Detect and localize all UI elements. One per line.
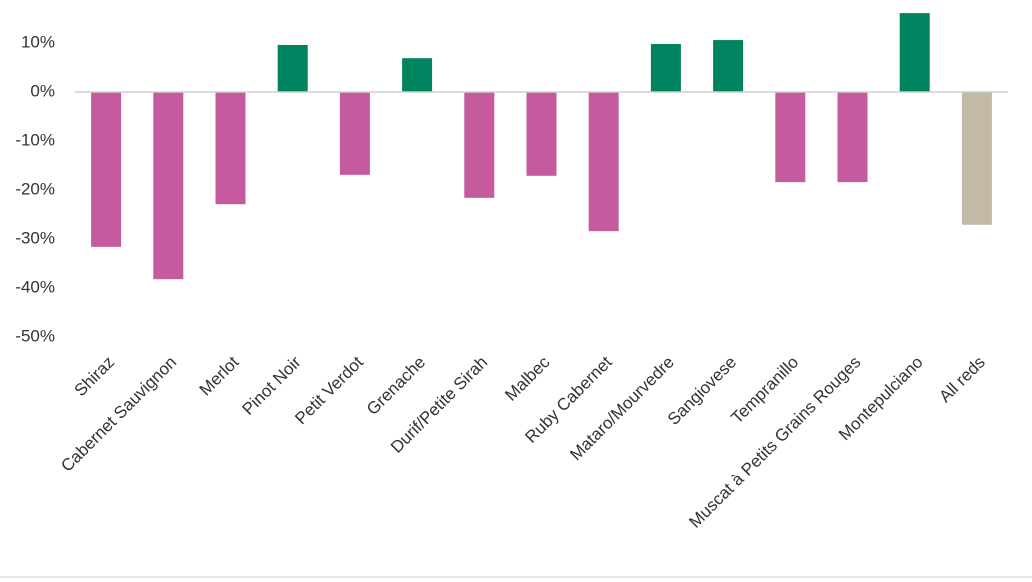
bar: [153, 92, 184, 280]
x-tick-label: Cabernet Sauvignon: [57, 353, 180, 476]
x-tick-label: Mataro/Mourvedre: [566, 353, 678, 465]
x-tick-label: Grenache: [363, 353, 429, 419]
bar: [899, 13, 930, 92]
bar: [402, 58, 433, 92]
y-tick-label: -10%: [15, 130, 55, 149]
bar: [464, 92, 495, 198]
y-tick-label: -50%: [15, 326, 55, 345]
bar: [713, 40, 744, 92]
x-tick-label: Malbec: [501, 352, 554, 405]
x-tick-label: Petit Verdot: [291, 352, 367, 428]
y-tick-label: 20%: [21, 0, 55, 2]
bar: [650, 43, 681, 92]
y-tick-label: 0%: [30, 81, 55, 100]
bar: [775, 92, 806, 183]
y-tick-label: -40%: [15, 277, 55, 296]
bar: [215, 92, 246, 205]
x-tick-label: Merlot: [196, 352, 243, 399]
x-tick-label: Shiraz: [71, 353, 119, 401]
y-tick-label: -30%: [15, 228, 55, 247]
bar: [277, 44, 308, 92]
x-tick-label: Pinot Noir: [238, 352, 304, 418]
y-tick-label: 10%: [21, 32, 55, 51]
y-tick-label: -20%: [15, 179, 55, 198]
x-tick-label: All reds: [935, 353, 989, 407]
bar: [91, 92, 122, 247]
bar: [837, 92, 868, 183]
bar: [526, 92, 557, 176]
bar: [588, 92, 619, 232]
bar: [961, 92, 992, 225]
bar: [339, 92, 370, 175]
